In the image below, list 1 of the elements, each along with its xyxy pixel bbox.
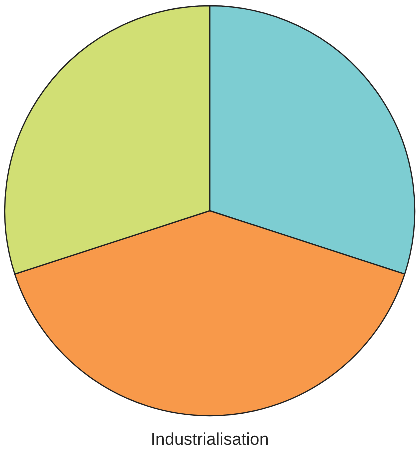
text: Industrialisation xyxy=(150,430,270,449)
